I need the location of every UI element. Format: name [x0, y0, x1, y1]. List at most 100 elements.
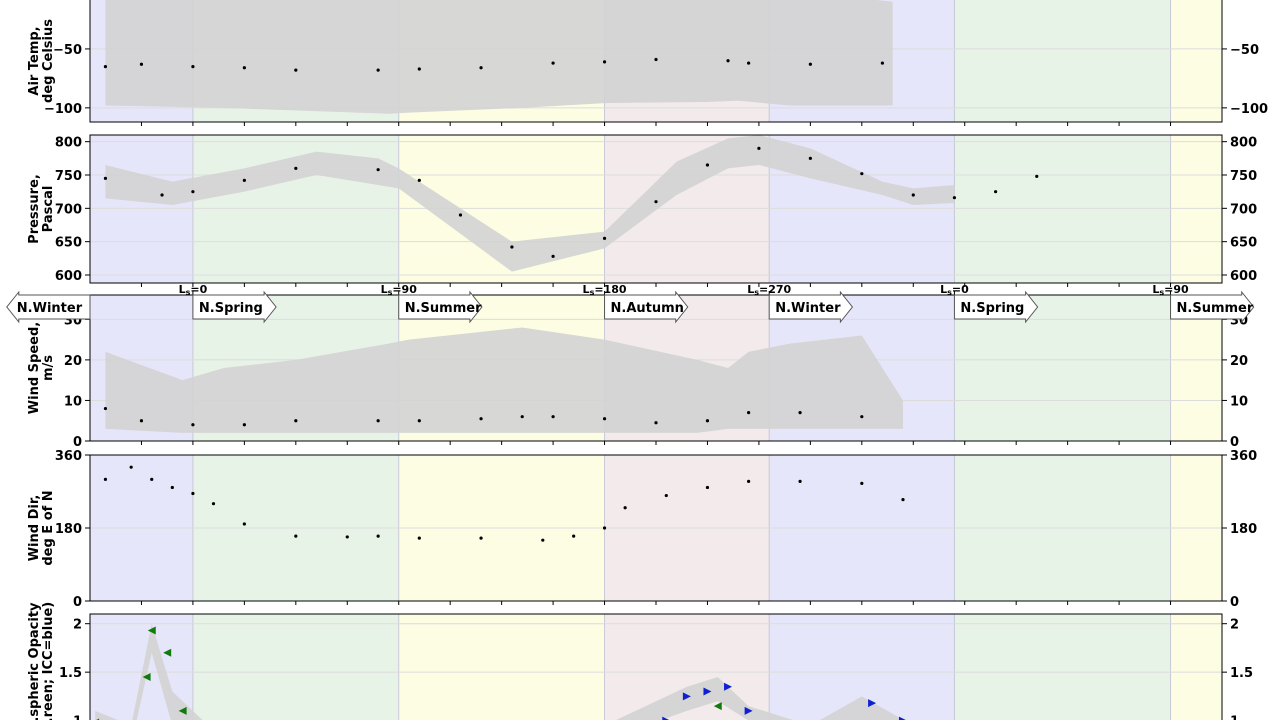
data-point: [860, 481, 864, 485]
data-point: [103, 176, 108, 180]
data-point: [510, 245, 514, 249]
data-point: [345, 535, 349, 539]
y-tick-label-left: 20: [64, 354, 82, 369]
y-tick-label-right: 650: [1230, 236, 1257, 251]
season-arrow: [604, 290, 689, 324]
spread-band: [105, 0, 893, 114]
opacity-marker-green: [163, 648, 172, 657]
data-point: [294, 534, 298, 538]
data-point: [191, 190, 195, 194]
data-point: [479, 417, 483, 421]
season-label: N.Summer: [405, 301, 482, 316]
y-axis-label: deg E of N: [41, 490, 56, 565]
y-tick-label-left: 650: [55, 236, 82, 251]
y-tick-label-left: 10: [64, 394, 82, 409]
spread-band: [95, 623, 913, 725]
y-axis-label: ...spheric Opacity: [27, 602, 42, 720]
data-point: [479, 66, 483, 70]
data-point: [860, 172, 864, 176]
data-point: [726, 59, 730, 63]
data-point: [808, 156, 812, 160]
y-tick-label-left: 700: [55, 202, 82, 217]
data-point: [242, 423, 246, 427]
y-tick-label-right: 1.5: [1230, 666, 1253, 681]
data-point: [808, 62, 812, 66]
opacity-marker-blue: [703, 687, 712, 696]
opacity-marker-blue: [724, 682, 733, 691]
y-tick-label-right: 2: [1230, 618, 1239, 633]
data-point: [747, 61, 751, 65]
data-point: [705, 485, 710, 490]
opacity-marker-green: [142, 673, 151, 681]
y-tick-label-right: 20: [1230, 354, 1248, 369]
y-axis-label: Pascal: [41, 186, 56, 233]
season-label: N.Spring: [960, 301, 1024, 316]
data-point: [242, 522, 246, 526]
data-point: [417, 419, 421, 423]
ls-marker-label: Ls=0: [940, 283, 969, 297]
y-tick-label-right: 0: [1230, 595, 1239, 610]
spread-band: [105, 327, 903, 433]
data-point: [211, 502, 216, 506]
ls-marker-label: Ls=270: [747, 283, 791, 297]
data-point: [294, 166, 298, 170]
data-point: [994, 190, 998, 194]
data-point: [664, 493, 668, 498]
season-band: [954, 0, 1171, 122]
y-tick-label-right: 360: [1230, 449, 1257, 464]
data-point: [103, 477, 108, 481]
panel-wind-dir: 360 360 180 180 0 0 Wind Dir, deg E of N: [27, 449, 1257, 610]
data-point: [654, 421, 658, 425]
season-band: [398, 614, 605, 725]
data-point: [242, 66, 246, 70]
data-point: [798, 411, 802, 415]
data-point: [602, 60, 607, 64]
panel-frame: [89, 613, 1223, 725]
y-axis-label: Pressure,: [27, 174, 42, 244]
data-point: [376, 68, 380, 72]
y-tick-label-right: 10: [1230, 394, 1248, 409]
data-point: [880, 61, 885, 65]
y-axis-label: Wind Dir,: [27, 495, 42, 562]
season-label: N.Summer: [1177, 301, 1254, 316]
y-tick-label-left: −50: [53, 43, 82, 58]
data-point: [623, 506, 627, 510]
data-point: [551, 61, 555, 65]
season-label: N.Winter: [17, 301, 83, 316]
data-point: [458, 213, 463, 217]
data-point: [294, 419, 298, 423]
data-point: [1035, 174, 1039, 178]
data-point: [520, 415, 524, 419]
data-point: [242, 178, 246, 182]
data-point: [705, 419, 710, 423]
season-band: [192, 614, 399, 725]
data-point: [103, 406, 108, 411]
data-point: [705, 163, 710, 167]
ls-marker-label: Ls=90: [1152, 283, 1189, 297]
data-point: [376, 534, 380, 538]
data-point: [551, 254, 555, 258]
panel-opacity: 2 2 1.5 1.5 1 1 ...spheric Opacity...reen; ICC…: [27, 602, 1253, 725]
data-point: [551, 415, 555, 419]
data-point: [160, 193, 164, 197]
y-tick-label-left: 750: [55, 169, 82, 184]
data-point: [170, 485, 174, 490]
y-axis-label: Wind Speed,: [27, 322, 42, 414]
season-band: [954, 614, 1171, 725]
data-point: [572, 534, 576, 538]
data-point: [654, 200, 658, 204]
ls-marker-label: Ls=180: [583, 283, 627, 297]
opacity-marker-green: [178, 706, 187, 715]
y-tick-label-right: 180: [1230, 522, 1257, 537]
y-tick-label-left: −100: [44, 102, 82, 117]
y-axis-label: m/s: [41, 355, 56, 381]
data-point: [860, 415, 864, 419]
data-point: [376, 168, 380, 172]
y-tick-label-left: 1: [73, 715, 82, 720]
data-point: [139, 62, 144, 66]
opacity-marker-green: [713, 702, 722, 711]
opacity-marker-blue: [682, 692, 691, 701]
y-tick-label-left: 2: [73, 618, 82, 633]
data-point: [901, 498, 905, 502]
